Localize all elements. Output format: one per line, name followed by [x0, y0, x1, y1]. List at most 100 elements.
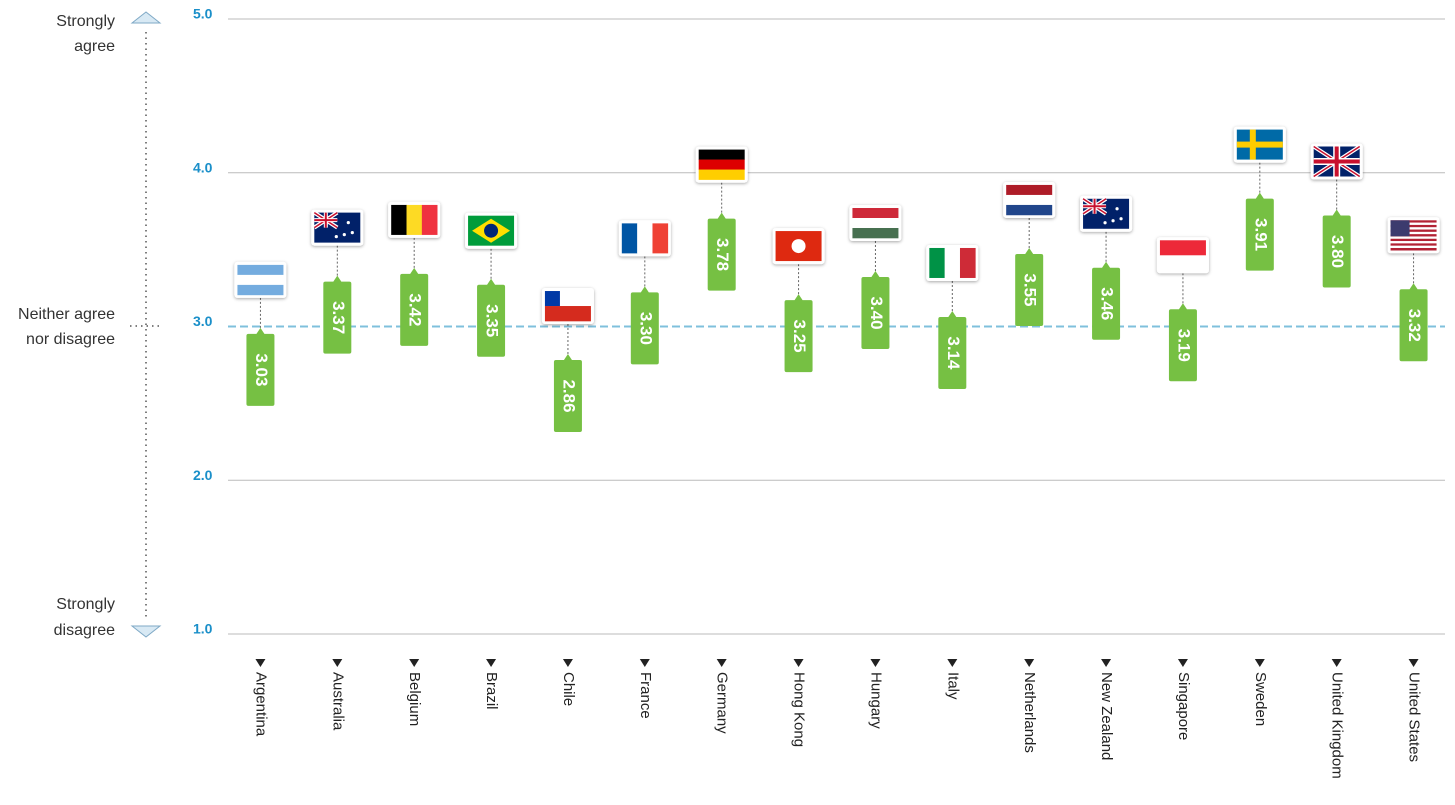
category-marker: [947, 659, 958, 667]
value-label: 3.37: [329, 301, 348, 334]
flag-part: [237, 284, 284, 296]
value-label: 3.14: [944, 336, 963, 370]
flag: [1387, 217, 1440, 254]
value-label-box: [400, 267, 429, 346]
flag-part: [1236, 141, 1283, 148]
value-label-box: [1245, 192, 1274, 271]
x-tick-label: Australia: [329, 672, 346, 731]
category-marker: [1331, 659, 1342, 667]
category-marker: [639, 659, 650, 667]
category-marker: [1408, 659, 1419, 667]
flag: [311, 209, 364, 246]
flag-part: [852, 208, 899, 219]
x-tick-label: United Kingdom: [1329, 672, 1346, 779]
x-tick-label: Belgium: [406, 672, 423, 726]
value-label: 3.78: [713, 238, 732, 271]
flag: [388, 201, 441, 238]
flag-part: [406, 204, 423, 235]
value-label: 3.32: [1405, 309, 1424, 342]
flag-part: [1083, 198, 1107, 214]
flag-part: [1390, 241, 1437, 244]
flag: [1156, 237, 1209, 274]
flag-part: [698, 159, 745, 170]
flag-part: [959, 247, 976, 278]
flag-part: [1390, 238, 1437, 242]
flag-part: [1390, 236, 1437, 239]
flag: [695, 146, 748, 183]
flag-part: [544, 306, 591, 322]
x-tick-label: Singapore: [1175, 672, 1192, 740]
flag-part: [1390, 245, 1437, 249]
category-marker: [562, 659, 573, 667]
up-arrow: [130, 11, 162, 24]
flag-part: [391, 204, 407, 235]
flag-part: [1390, 229, 1437, 233]
value-label-box: [323, 275, 352, 354]
value-label-box: [938, 310, 967, 389]
x-tick-label: Germany: [714, 672, 731, 734]
value-label: 3.80: [1328, 235, 1347, 268]
category-marker: [1101, 659, 1112, 667]
x-tick-label: Netherlands: [1021, 672, 1038, 753]
value-label: 3.03: [252, 353, 271, 386]
flag-part: [637, 223, 653, 254]
flag-part: [1103, 221, 1107, 225]
flag-part: [346, 221, 350, 225]
flag-part: [852, 228, 899, 239]
flag-part: [944, 247, 961, 278]
flag: [772, 228, 825, 265]
flag-part: [1313, 146, 1360, 177]
value-label-box: [707, 212, 736, 291]
side-label: Strongly: [56, 596, 115, 613]
value-label-box: [1399, 283, 1428, 362]
flag-part: [791, 239, 806, 254]
value-label-box: [477, 278, 506, 357]
flag-part: [1390, 243, 1437, 246]
flag-part: [1006, 204, 1053, 216]
flag-part: [237, 264, 284, 276]
flag-part: [237, 274, 284, 286]
value-label: 3.25: [790, 320, 809, 353]
x-tick-label: Argentina: [252, 672, 269, 737]
flag: [1310, 143, 1363, 180]
category-marker: [870, 659, 881, 667]
y-tick-label: 3.0: [193, 313, 213, 329]
flag-part: [1111, 219, 1115, 223]
category-marker: [1177, 659, 1188, 667]
value-label-box: [784, 294, 813, 373]
category-marker: [409, 659, 420, 667]
value-label: 3.40: [867, 296, 886, 329]
y-tick-label: 2.0: [193, 467, 213, 483]
value-label: 3.19: [1174, 329, 1193, 362]
side-label: Neither agree: [18, 306, 115, 323]
flag-part: [1390, 247, 1437, 251]
flag-part: [484, 223, 499, 238]
x-tick-label: France: [637, 672, 654, 719]
value-label: 3.91: [1251, 218, 1270, 251]
y-tick-label: 4.0: [193, 159, 213, 175]
value-label: 3.46: [1098, 287, 1117, 320]
value-label-box: [553, 354, 582, 433]
flag-part: [1390, 231, 1437, 235]
value-label-box: [1092, 261, 1121, 340]
flag-part: [1159, 255, 1206, 271]
value-label: 3.30: [636, 312, 655, 345]
category-marker: [486, 659, 497, 667]
flag-part: [1119, 217, 1123, 221]
y-tick-label: 5.0: [193, 6, 213, 22]
x-tick-label: United States: [1406, 672, 1423, 762]
flag: [926, 244, 979, 281]
flag: [849, 205, 902, 241]
flag: [1080, 195, 1133, 232]
flag-part: [929, 247, 945, 278]
value-label: 3.42: [406, 293, 425, 326]
flag-part: [1390, 224, 1437, 228]
flag-part: [1159, 240, 1206, 256]
y-tick-label: 1.0: [193, 621, 213, 637]
value-label: 3.55: [1021, 273, 1040, 306]
side-label: disagree: [54, 622, 115, 639]
value-label: 3.35: [483, 304, 502, 337]
flag-part: [350, 231, 354, 235]
x-tick-label: Brazil: [483, 672, 500, 710]
